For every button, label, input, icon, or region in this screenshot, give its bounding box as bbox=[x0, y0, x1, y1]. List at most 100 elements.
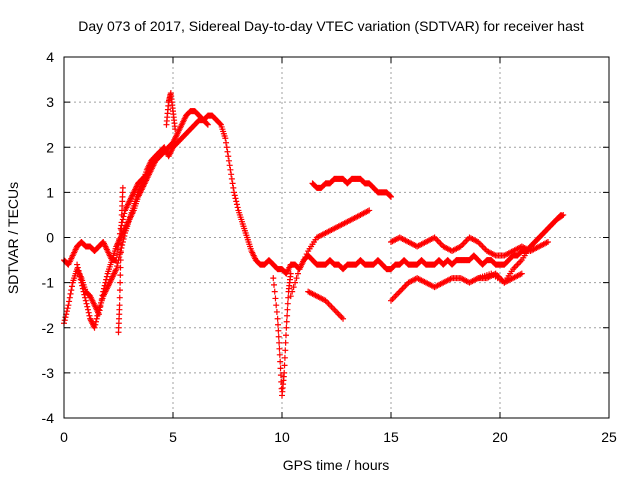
data-point bbox=[62, 314, 69, 321]
data-point bbox=[172, 126, 179, 133]
data-point bbox=[77, 276, 84, 283]
data-point bbox=[93, 315, 100, 322]
data-point bbox=[61, 317, 68, 324]
data-point bbox=[290, 284, 297, 291]
data-point bbox=[63, 308, 70, 315]
data-point bbox=[281, 362, 288, 369]
data-point bbox=[84, 303, 91, 310]
data-point bbox=[103, 276, 110, 283]
data-point bbox=[83, 300, 90, 307]
data-point bbox=[204, 120, 211, 127]
data-point bbox=[91, 324, 98, 331]
data-point bbox=[80, 288, 87, 295]
data-point bbox=[282, 339, 289, 346]
data-point bbox=[387, 193, 394, 200]
x-tick-label: 0 bbox=[60, 429, 68, 445]
data-point bbox=[95, 309, 102, 316]
data-layer bbox=[61, 90, 567, 399]
data-point bbox=[283, 318, 290, 325]
data-point bbox=[231, 189, 238, 196]
data-point bbox=[272, 295, 279, 302]
y-tick-label: -2 bbox=[42, 320, 55, 336]
data-point bbox=[230, 184, 237, 191]
series-lower-mid-band bbox=[388, 270, 525, 304]
data-point bbox=[222, 135, 229, 142]
data-point bbox=[68, 287, 75, 294]
data-point bbox=[289, 288, 296, 295]
data-point bbox=[544, 239, 551, 246]
data-point bbox=[94, 312, 101, 319]
data-point bbox=[204, 121, 211, 128]
y-tick-label: 3 bbox=[46, 94, 54, 110]
data-point bbox=[233, 201, 240, 208]
data-point bbox=[81, 291, 88, 298]
data-point bbox=[224, 148, 231, 155]
data-point bbox=[76, 270, 83, 277]
data-point bbox=[74, 261, 81, 268]
data-point bbox=[292, 279, 299, 286]
data-point bbox=[75, 267, 82, 274]
data-point bbox=[68, 283, 75, 290]
series-spike-5h bbox=[163, 90, 179, 133]
data-point bbox=[233, 198, 240, 205]
data-point bbox=[284, 312, 291, 319]
data-point bbox=[293, 275, 300, 282]
data-point bbox=[275, 333, 282, 340]
data-point bbox=[74, 264, 81, 271]
data-point bbox=[119, 216, 126, 223]
y-tick-label: -1 bbox=[42, 275, 55, 291]
series-late-rise bbox=[475, 211, 567, 286]
data-point bbox=[283, 324, 290, 331]
series-upper-mid-band bbox=[388, 234, 551, 259]
data-point bbox=[299, 260, 306, 267]
data-point bbox=[274, 315, 281, 322]
data-point bbox=[234, 204, 241, 211]
data-point bbox=[82, 297, 89, 304]
data-point bbox=[282, 347, 289, 354]
data-point bbox=[287, 293, 294, 300]
data-point bbox=[284, 306, 291, 313]
y-tick-label: 4 bbox=[46, 49, 54, 65]
data-point bbox=[118, 234, 125, 241]
y-tick-label: 2 bbox=[46, 139, 54, 155]
data-point bbox=[225, 157, 232, 164]
series-spike-3h bbox=[115, 184, 126, 336]
data-point bbox=[79, 282, 86, 289]
data-point bbox=[300, 257, 307, 264]
data-point bbox=[116, 287, 123, 294]
axis-ticks: 0 5 10 15 20 25 -4 -3 -2 -1 0 1 2 3 4 bbox=[42, 49, 617, 445]
data-point bbox=[278, 385, 285, 392]
x-tick-label: 10 bbox=[274, 429, 290, 445]
y-tick-label: 0 bbox=[46, 230, 54, 246]
data-point bbox=[271, 281, 278, 288]
data-point bbox=[223, 144, 230, 151]
y-tick-label: 1 bbox=[46, 184, 54, 200]
data-point bbox=[85, 309, 92, 316]
data-point bbox=[223, 139, 230, 146]
data-point bbox=[276, 351, 283, 358]
series-early-dip bbox=[74, 108, 211, 331]
data-point bbox=[275, 327, 282, 334]
data-point bbox=[66, 298, 73, 305]
data-point bbox=[114, 260, 121, 267]
data-point bbox=[277, 358, 284, 365]
data-point bbox=[92, 321, 99, 328]
data-point bbox=[297, 263, 304, 270]
data-point bbox=[117, 279, 124, 286]
data-point bbox=[281, 369, 288, 376]
data-point bbox=[228, 171, 235, 178]
data-point bbox=[276, 345, 283, 352]
data-point bbox=[388, 193, 394, 200]
data-point bbox=[232, 195, 239, 202]
data-point bbox=[67, 290, 74, 297]
series-spike-10h bbox=[270, 270, 294, 399]
data-point bbox=[227, 166, 234, 173]
data-point bbox=[92, 318, 99, 325]
data-point bbox=[82, 294, 89, 301]
data-point bbox=[231, 192, 238, 199]
data-point bbox=[65, 302, 72, 309]
data-point bbox=[226, 162, 233, 169]
x-tick-label: 5 bbox=[169, 429, 177, 445]
